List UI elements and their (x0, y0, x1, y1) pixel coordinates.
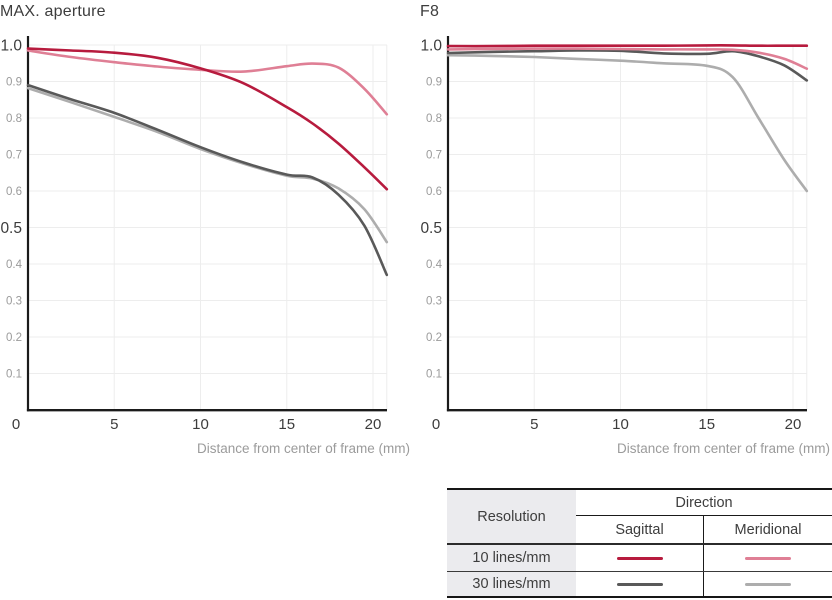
legend-table: Resolution Direction Sagittal Meridional… (447, 488, 832, 598)
x-tick-label: 15 (698, 416, 715, 433)
y-tick-label: 0.1 (426, 369, 442, 381)
x-axis-title: Distance from center of frame (mm) (617, 441, 830, 456)
y-tick-label: 1.0 (0, 38, 22, 55)
legend-row-10-lines: 10 lines/mm (447, 545, 832, 572)
chart-title-max-aperture: MAX. aperture (0, 3, 106, 20)
y-tick-label: 0.8 (6, 113, 22, 125)
chart-f8: F8 0.1 0.2 0.3 0.4 0.5 0.6 0.7 0.8 0.9 1.0 0 5 10 15 2… (420, 0, 832, 462)
x-tick-label: 20 (785, 416, 802, 433)
line-swatch-30-meridional (745, 582, 791, 586)
x-tick-label: 0 (12, 416, 20, 433)
legend-header-row: Resolution Direction Sagittal Meridional (447, 490, 832, 545)
y-tick-label: 0.1 (6, 369, 22, 381)
legend-row-30-lines: 30 lines/mm (447, 572, 832, 596)
series-30-lines-mm-meridional (446, 53, 809, 193)
y-tick-label: 0.7 (6, 150, 22, 162)
y-tick-label: 0.5 (0, 220, 22, 237)
chart-max-aperture: MAX. aperture 0.1 0.2 0.3 0.4 0.5 0.6 0.7 0.8 0.… (0, 0, 412, 462)
series-10-lines-mm-sagittal (26, 47, 389, 191)
x-tick-label: 10 (192, 416, 209, 433)
legend-cell-10-meridional (703, 545, 832, 571)
legend-sagittal-header: Sagittal (615, 521, 664, 538)
legend-direction-header: Direction (576, 490, 832, 516)
y-tick-label: 0.8 (426, 113, 442, 125)
legend-meridional-header: Meridional (703, 516, 832, 543)
legend-label-10-lines: 10 lines/mm (447, 545, 576, 571)
series-10-lines-mm-meridional (26, 49, 389, 116)
y-tick-label: 0.4 (426, 259, 443, 271)
x-tick-label: 5 (110, 416, 118, 433)
legend-direction-group: Direction Sagittal Meridional (576, 490, 832, 543)
x-tick-label: 10 (612, 416, 629, 433)
y-tick-label: 0.3 (6, 296, 22, 308)
y-tick-label: 0.3 (426, 296, 442, 308)
series-30-lines-mm-meridional (26, 86, 389, 244)
y-tick-label: 0.9 (6, 77, 22, 89)
y-tick-label: 0.5 (420, 220, 442, 237)
y-tick-label: 0.6 (426, 186, 442, 198)
x-tick-label: 5 (530, 416, 538, 433)
mtf-plot-max-aperture: 0.1 0.2 0.3 0.4 0.5 0.6 0.7 0.8 0.9 1.0 0 5 10 15 20 Di… (0, 36, 410, 456)
y-tick-label: 0.6 (6, 186, 22, 198)
x-tick-label: 20 (365, 416, 382, 433)
line-swatch-10-meridional (745, 556, 791, 560)
legend-resolution-header: Resolution (447, 490, 576, 543)
x-tick-label: 15 (278, 416, 295, 433)
legend-cell-10-sagittal (576, 545, 703, 571)
series-10-lines-mm-meridional (446, 47, 809, 70)
series-10-lines-mm-sagittal (446, 44, 809, 48)
y-tick-label: 0.9 (426, 77, 442, 89)
chart-title-f8: F8 (420, 3, 440, 20)
y-tick-label: 0.4 (6, 259, 23, 271)
y-tick-label: 0.7 (426, 150, 442, 162)
legend-label-30-lines: 30 lines/mm (447, 572, 576, 596)
y-tick-label: 0.2 (6, 332, 22, 344)
mtf-plot-f8: 0.1 0.2 0.3 0.4 0.5 0.6 0.7 0.8 0.9 1.0 0 5 10 15 20 Di… (420, 36, 830, 456)
y-tick-label: 0.2 (426, 332, 442, 344)
series-30-lines-mm-sagittal (446, 49, 809, 82)
legend-cell-30-meridional (703, 572, 832, 596)
series-30-lines-mm-sagittal (26, 83, 389, 277)
legend-cell-30-sagittal (576, 572, 703, 596)
y-tick-label: 1.0 (420, 38, 442, 55)
legend-direction-subheader-row: Sagittal Meridional (576, 516, 832, 543)
x-axis-title: Distance from center of frame (mm) (197, 441, 410, 456)
x-tick-label: 0 (432, 416, 440, 433)
line-swatch-30-sagittal (616, 582, 663, 586)
line-swatch-10-sagittal (616, 556, 663, 560)
